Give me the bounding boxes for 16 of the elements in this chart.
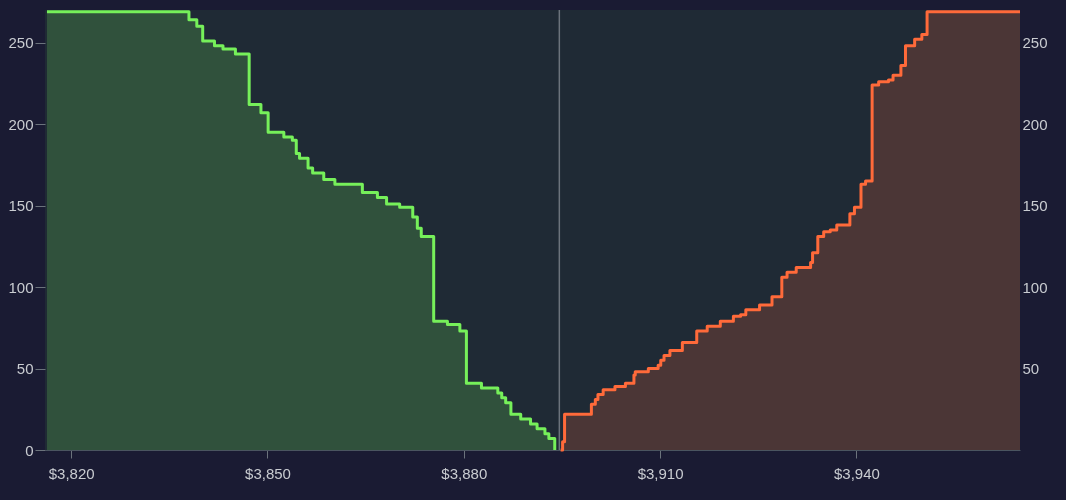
y2-tick-label: 50	[1022, 360, 1040, 378]
y2-tick-label: 250	[1022, 34, 1048, 52]
y-tick-label: 50	[16, 360, 34, 378]
x-tick-label: $3,880	[441, 464, 488, 482]
x-tick-label: $3,940	[833, 464, 880, 482]
x-tick-label: $3,850	[245, 464, 291, 482]
x-tick-label: $3,910	[637, 464, 684, 482]
x-tick-label: $3,820	[48, 464, 95, 482]
y-tick-label: 0	[25, 441, 34, 459]
y2-tick-label: 150	[1022, 197, 1048, 215]
y2-tick-label: 200	[1022, 115, 1048, 133]
y-tick-label: 100	[8, 278, 34, 296]
y-tick-label: 150	[8, 197, 34, 215]
y-tick-label: 250	[8, 34, 34, 52]
y-tick-label: 200	[8, 115, 34, 133]
y2-tick-label: 100	[1022, 278, 1048, 296]
